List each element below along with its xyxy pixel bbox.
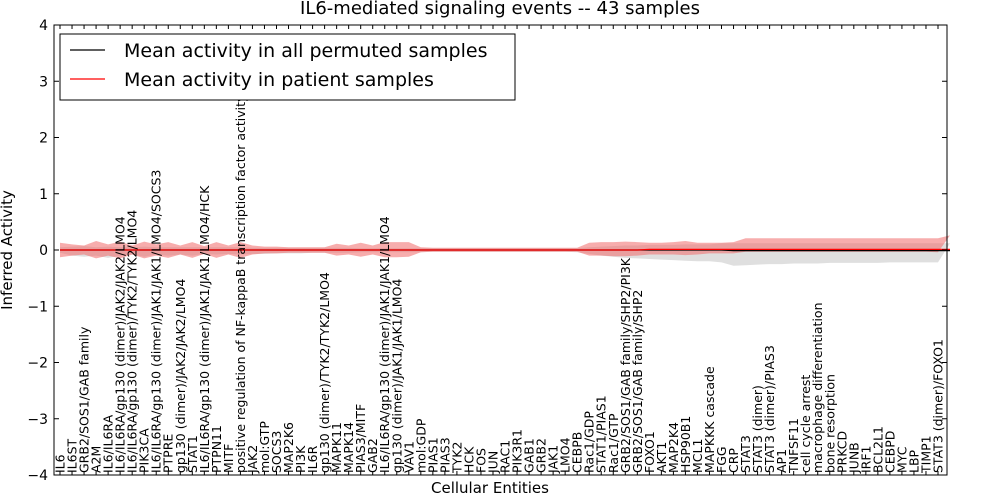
category-label: PIK3CA [137, 428, 152, 473]
category-label: mol:GDP [413, 418, 428, 473]
legend: Mean activity in all permuted samples Me… [59, 33, 516, 101]
category-label: PIAS3 [437, 437, 452, 473]
category-label: GRB2/SOS1/GAB family/SHP2/PI3K [618, 257, 633, 473]
category-label: IL6 [53, 454, 68, 473]
category-label: PI3K [293, 445, 308, 473]
category-label: IL6/IL6RA/gp130 (dimer)/JAK1/JAK1/LMO4/H… [197, 185, 212, 473]
y-tick-label: −1 [27, 299, 48, 315]
category-label: VAV1 [401, 441, 416, 473]
category-label: GAB2 [365, 438, 380, 473]
series-line-patient [60, 248, 950, 251]
y-axis: −4 −3 −2 −1 0 1 2 3 4 [27, 18, 947, 484]
category-label: MAP2K4 [666, 422, 681, 473]
category-label: MCL1 [690, 439, 705, 473]
category-label: IRF1 [858, 445, 873, 473]
y-tick-label: 2 [39, 131, 48, 147]
category-label: PIK3R1 [510, 429, 525, 473]
y-tick-label: −2 [27, 356, 48, 372]
category-label: STAT3 (dimer) [750, 385, 765, 473]
category-label: MITF [221, 444, 236, 473]
category-label: STAT3 (dimer)/FOXO1 [931, 339, 946, 473]
x-axis-label: Cellular Entities [431, 479, 549, 497]
category-label: AP1 [774, 449, 789, 473]
y-tick-label: 0 [39, 243, 48, 259]
category-label: CEBPB [570, 432, 585, 473]
category-label: LMO4 [558, 437, 573, 473]
category-label: TNFSF11 [786, 418, 801, 474]
category-label: FOXO1 [642, 431, 657, 473]
category-label: GRB2/SOS1/GAB family/SHP2 [630, 290, 645, 473]
category-label: A2M [89, 446, 104, 473]
category-label: IL6R [305, 445, 320, 473]
category-label: PRKCD [834, 431, 849, 473]
category-label: STAT1/PIAS1 [594, 395, 609, 473]
category-label: PIAS3/MITF [353, 404, 368, 473]
category-label: STAT3 (dimer)/PIAS3 [762, 345, 777, 473]
category-label: STAT1 [185, 435, 200, 473]
category-label: HCK [461, 446, 476, 473]
category-label: gp130 (dimer)/TYK2/TYK2/LMO4 [317, 272, 332, 473]
category-label: gp130 (dimer)/JAK2/JAK2/LMO4 [173, 279, 188, 473]
category-label: MYC [894, 446, 909, 473]
y-tick-label: 3 [39, 74, 48, 90]
category-label: JUNB [846, 442, 861, 474]
category-label: MAPKKK cascade [702, 366, 717, 473]
category-label: mol:GTP [257, 421, 272, 473]
category-label: bone resorption [822, 374, 837, 473]
series-lines [60, 248, 950, 252]
category-label: GAB1 [522, 438, 537, 473]
y-tick-label: −3 [27, 412, 48, 428]
category-label: GRB2 [534, 438, 549, 473]
category-label: PTPN11 [209, 425, 224, 473]
category-label: SOCS3 [269, 431, 284, 473]
legend-label-permuted: Mean activity in all permuted samples [124, 40, 487, 62]
category-label: JUN [486, 451, 501, 474]
category-label: MAP2K6 [281, 422, 296, 473]
category-label: IL6/IL6RA/gp130 (dimer)/JAK1/JAK1/LMO4 [377, 216, 392, 473]
category-label: LBP [906, 449, 921, 473]
category-label: STAT3 [738, 435, 753, 473]
category-label: FOS [474, 448, 489, 473]
category-label: GRB2/SOS1/GAB family [77, 326, 92, 473]
category-label: IL6/IL6RA/gp130 (dimer)/JAK2/JAK2/LMO4 [113, 216, 128, 473]
category-label: MAPK14 [341, 422, 356, 473]
category-label: AKT1 [654, 442, 669, 473]
category-label: CRP [726, 448, 741, 473]
category-label: macrophage differentiation [810, 302, 825, 473]
category-label: RAC1 [498, 440, 513, 473]
legend-label-patient: Mean activity in patient samples [124, 69, 434, 91]
category-label: IL6/IL6RA [101, 414, 116, 473]
category-label: IL6/IL6RA/gp130 (dimer)/TYK2/TYK2/LMO4 [125, 210, 140, 473]
legend-box [59, 33, 516, 101]
category-label: JAK2 [245, 445, 260, 474]
category-label: TYK2 [449, 442, 464, 474]
category-label: positive regulation of NF-kappaB transcr… [233, 94, 248, 473]
category-label: BCL2L1 [870, 426, 885, 473]
category-label: gp130 (dimer)/JAK1/JAK1/LMO4 [389, 279, 404, 473]
x-axis [59, 25, 939, 475]
category-label: JAK1 [546, 445, 561, 474]
category-label: PTPRE [161, 434, 176, 473]
category-label: PIAS1 [425, 437, 440, 473]
category-label: TIMP1 [919, 435, 934, 474]
category-label: FGG [714, 446, 729, 473]
category-label: MAPK11 [329, 422, 344, 473]
category-label: CEBPD [882, 431, 897, 473]
category-label: HSP90B1 [678, 416, 693, 473]
category-label: Rac1/GTP [606, 413, 621, 473]
category-label: IL6/IL6RA/gp130 (dimer)/JAK1/JAK1/LMO4/S… [149, 170, 164, 473]
band-patient [60, 235, 950, 259]
y-tick-label: −4 [27, 468, 48, 484]
category-label: Rac1/GDP [582, 411, 597, 473]
y-tick-label: 1 [39, 187, 48, 203]
chart-title: IL6-mediated signaling events -- 43 samp… [300, 0, 700, 19]
category-label: cell cycle arrest [798, 375, 813, 473]
y-axis-label: Inferred Activity [0, 190, 16, 310]
y-tick-label: 4 [39, 18, 48, 34]
category-label: IL6ST [65, 438, 80, 473]
